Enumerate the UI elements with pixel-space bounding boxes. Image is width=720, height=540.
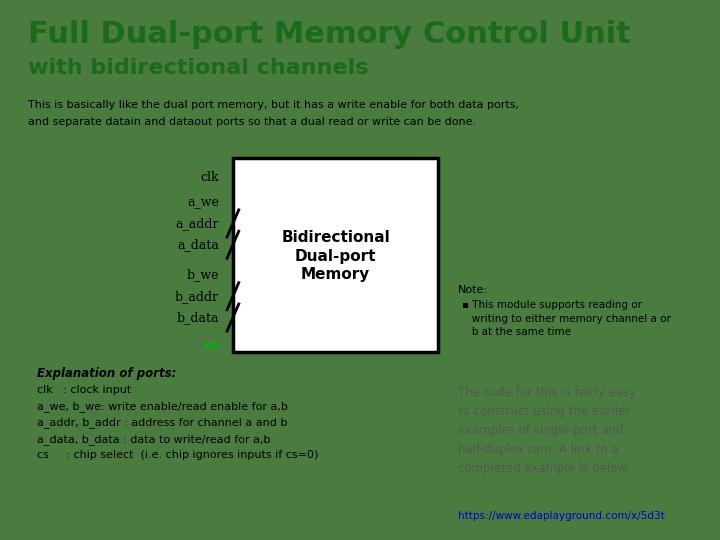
Bar <box>233 158 438 353</box>
Text: a_data: a_data <box>177 238 219 251</box>
Text: Dual-port: Dual-port <box>294 249 377 264</box>
Text: b_data: b_data <box>176 311 219 324</box>
Text: cs: cs <box>204 339 219 352</box>
Text: a_data, b_data : data to write/read for a,b: a_data, b_data : data to write/read for … <box>37 434 271 445</box>
Text: clk: clk <box>201 171 219 184</box>
Text: a_addr, b_addr : address for channel a and b: a_addr, b_addr : address for channel a a… <box>37 417 288 428</box>
Text: Explanation of ports:: Explanation of ports: <box>37 367 176 380</box>
Text: b at the same time: b at the same time <box>462 327 571 338</box>
Text: Memory: Memory <box>301 267 370 282</box>
Text: a_addr: a_addr <box>176 217 219 230</box>
Text: with bidirectional channels: with bidirectional channels <box>27 58 368 78</box>
Text: a_we, b_we: write enable/read enable for a,b: a_we, b_we: write enable/read enable for… <box>37 401 288 412</box>
Text: ▪ This module supports reading or: ▪ This module supports reading or <box>462 300 642 310</box>
Text: https://www.edaplayground.com/x/5d3t: https://www.edaplayground.com/x/5d3t <box>458 511 665 521</box>
Text: b_addr: b_addr <box>175 289 219 303</box>
Text: a_we: a_we <box>187 195 219 208</box>
Text: This is basically like the dual port memory, but it has a write enable for both : This is basically like the dual port mem… <box>27 100 518 110</box>
Text: writing to either memory channel a or: writing to either memory channel a or <box>462 314 670 323</box>
Text: Full Dual-port Memory Control Unit: Full Dual-port Memory Control Unit <box>27 19 631 49</box>
Text: Bidirectional: Bidirectional <box>282 231 390 246</box>
Text: cs     : chip select  (i.e. chip ignores inputs if cs=0): cs : chip select (i.e. chip ignores inpu… <box>37 450 319 461</box>
Text: and separate datain and dataout ports so that a dual read or write can be done.: and separate datain and dataout ports so… <box>27 117 476 127</box>
Text: The code for this is fairly easy
to construct using the earlier
examples of sing: The code for this is fairly easy to cons… <box>458 387 636 475</box>
Text: Note:: Note: <box>458 285 487 294</box>
Text: clk   : clock input: clk : clock input <box>37 384 132 395</box>
Text: b_we: b_we <box>186 268 219 281</box>
